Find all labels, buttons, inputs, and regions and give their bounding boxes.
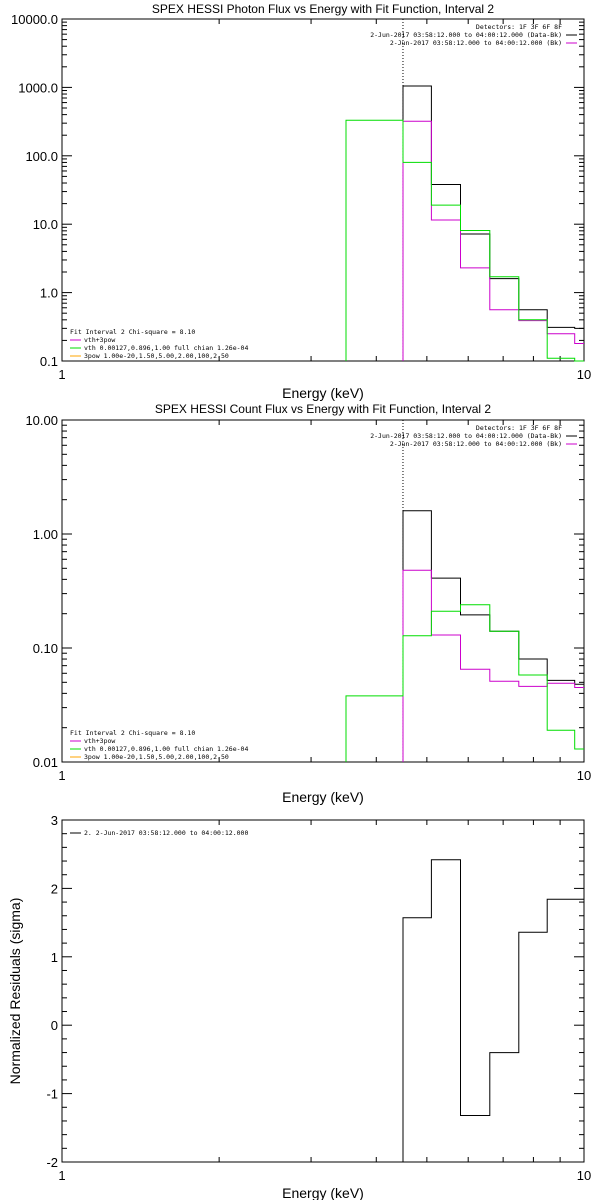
x-tick-label: 1 bbox=[58, 768, 65, 783]
y-tick-label: 1 bbox=[51, 950, 58, 965]
chart-title: SPEX HESSI Count Flux vs Energy with Fit… bbox=[155, 402, 491, 416]
y-tick-label: 1.00 bbox=[33, 527, 58, 542]
legend-text: vth+3pow bbox=[84, 336, 115, 344]
legend-text: vth 0.00127,0.896,1.00 full chian 1.26e-… bbox=[84, 745, 248, 753]
y-axis-label: Normalized Residuals (sigma) bbox=[7, 898, 23, 1085]
series-line-magenta bbox=[402, 120, 584, 361]
y-tick-label: 10.00 bbox=[25, 413, 58, 428]
series-line-black bbox=[402, 859, 584, 1162]
y-tick-label: 0.01 bbox=[33, 755, 58, 770]
chart-panel-2: 1 10 0.01 0.10 1.00 10.00 SPEX HESSI Count Flu… bbox=[25, 402, 591, 805]
y-tick-label: 10.0 bbox=[33, 217, 58, 232]
plot-frame bbox=[61, 18, 585, 362]
x-tick-label: 10 bbox=[577, 367, 591, 382]
legend-text: 2-Jun-2017 03:58:12.000 to 04:00:12.000 … bbox=[370, 432, 562, 440]
y-tick-label: 10000.0 bbox=[11, 12, 58, 27]
x-tick-label: 10 bbox=[577, 768, 591, 783]
plot-frame bbox=[61, 419, 585, 763]
x-tick-label: 1 bbox=[58, 367, 65, 382]
y-tick-label: 0.10 bbox=[33, 641, 58, 656]
legend-text: Detectors: 1F 3F 6F 8F bbox=[476, 23, 562, 31]
x-tick-label: 10 bbox=[577, 1168, 591, 1183]
x-axis-label: Energy (keV) bbox=[282, 1185, 364, 1200]
chart-title: SPEX HESSI Photon Flux vs Energy with Fi… bbox=[152, 2, 494, 16]
y-tick-label: 3 bbox=[51, 813, 58, 828]
y-tick-label: -2 bbox=[46, 1155, 58, 1170]
legend-text: 2-Jun-2017 03:58:12.000 to 04:00:12.000 … bbox=[370, 31, 562, 39]
chart-panel-3: 1 10 -2 -1 0 1 2 3 Energy (keV) Normalized Residu… bbox=[7, 813, 591, 1200]
y-tick-label: 0 bbox=[51, 1018, 58, 1033]
legend-text: vth+3pow bbox=[84, 737, 115, 745]
legend-text: 2-Jun-2017 03:58:12.000 to 04:00:12.000 … bbox=[390, 39, 562, 47]
legend-text: 3pow 1.00e-20,1.50,5.00,2.00,100,2.50 bbox=[84, 352, 229, 360]
x-tick-label: 1 bbox=[58, 1168, 65, 1183]
y-tick-label: 1000.0 bbox=[18, 80, 58, 95]
y-tick-label: 0.1 bbox=[40, 354, 58, 369]
y-tick-label: 2 bbox=[51, 881, 58, 896]
y-tick-label: -1 bbox=[46, 1087, 58, 1102]
legend-text: 2. 2-Jun-2017 03:58:12.000 to 04:00:12.0… bbox=[84, 829, 248, 837]
x-axis-label: Energy (keV) bbox=[282, 385, 364, 401]
y-tick-label: 1.0 bbox=[40, 286, 58, 301]
series-line-magenta bbox=[402, 569, 584, 762]
legend-text: 3pow 1.00e-20,1.50,5.00,2.00,100,2.50 bbox=[84, 753, 229, 761]
legend-text: Fit Interval 2 Chi-square = 8.10 bbox=[70, 729, 195, 737]
chart-panel-1: 1 10 0.1 1.0 10.0 100.0 1000.0 10000.0 SPEX HESS… bbox=[11, 2, 591, 401]
legend-text: 2-Jun-2017 03:58:12.000 to 04:00:12.000 … bbox=[390, 440, 562, 448]
series-line-green bbox=[345, 119, 584, 362]
legend-text: vth 0.00127,0.896,1.00 full chian 1.26e-… bbox=[84, 344, 248, 352]
series-line-black bbox=[402, 510, 584, 762]
x-axis-label: Energy (keV) bbox=[282, 789, 364, 805]
series-line-green bbox=[345, 604, 584, 762]
plot-frame bbox=[61, 819, 585, 1163]
y-tick-label: 100.0 bbox=[25, 149, 58, 164]
legend-text: Detectors: 1F 3F 6F 8F bbox=[476, 424, 562, 432]
series-line-black bbox=[402, 85, 584, 361]
legend-text: Fit Interval 2 Chi-square = 8.10 bbox=[70, 328, 195, 336]
